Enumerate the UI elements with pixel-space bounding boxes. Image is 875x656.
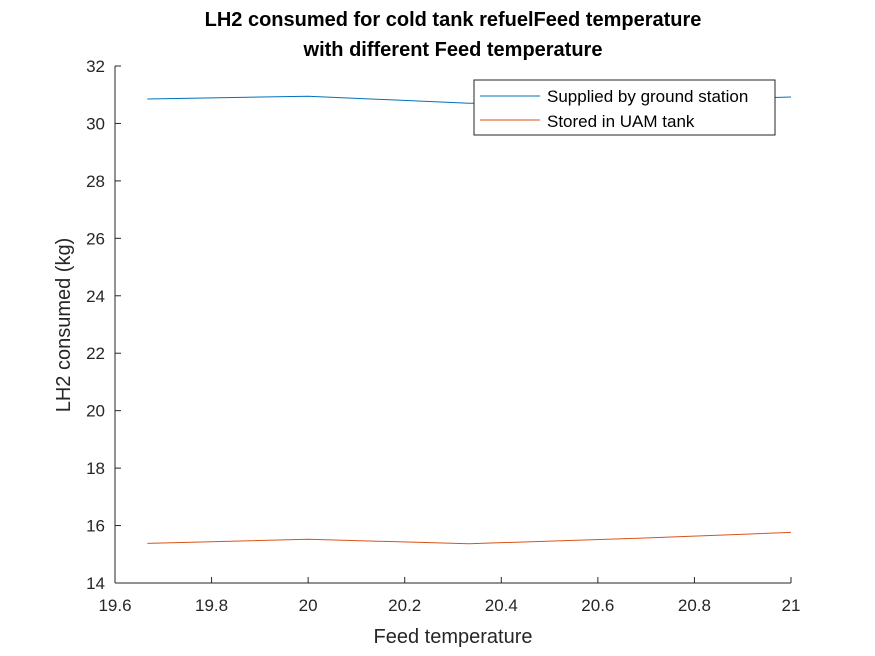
y-tick-label: 22: [86, 344, 105, 363]
legend-label-stored: Stored in UAM tank: [547, 112, 695, 131]
legend-box: [473, 79, 776, 136]
y-axis-label: LH2 consumed (kg): [53, 238, 75, 413]
y-tick-label: 24: [86, 287, 105, 306]
y-tick-label: 20: [86, 402, 105, 421]
series-line-1: [147, 531, 792, 545]
axes: [114, 66, 791, 584]
y-tick-label: 18: [86, 459, 105, 478]
x-tick-label: 19.8: [195, 596, 228, 615]
plot-lines: [147, 95, 792, 545]
y-tick-label: 26: [86, 229, 105, 248]
x-tick-label: 21: [782, 596, 801, 615]
y-ticks: 14 16 18 20 22 24 26 28 30 32: [86, 57, 121, 593]
legend-label-supplied: Supplied by ground station: [547, 87, 748, 106]
x-ticks: 19.6 19.8 20 20.2 20.4 20.6 20.8 21: [98, 577, 800, 615]
y-tick-label: 16: [86, 517, 105, 536]
x-tick-label: 20: [299, 596, 318, 615]
y-tick-label: 30: [86, 114, 105, 133]
chart-title-line-2: with different Feed temperature: [303, 39, 603, 61]
legend: Supplied by ground station Stored in UAM…: [473, 79, 776, 136]
x-axis-label: Feed temperature: [374, 626, 533, 648]
x-tick-label: 19.6: [98, 596, 131, 615]
y-tick-label: 14: [86, 574, 105, 593]
chart-title-line-1: LH2 consumed for cold tank refuelFeed te…: [205, 9, 702, 31]
y-tick-label: 28: [86, 172, 105, 191]
x-tick-label: 20.2: [388, 596, 421, 615]
y-tick-label: 32: [86, 57, 105, 76]
x-tick-label: 20.6: [581, 596, 614, 615]
x-tick-label: 20.8: [678, 596, 711, 615]
x-tick-label: 20.4: [485, 596, 518, 615]
